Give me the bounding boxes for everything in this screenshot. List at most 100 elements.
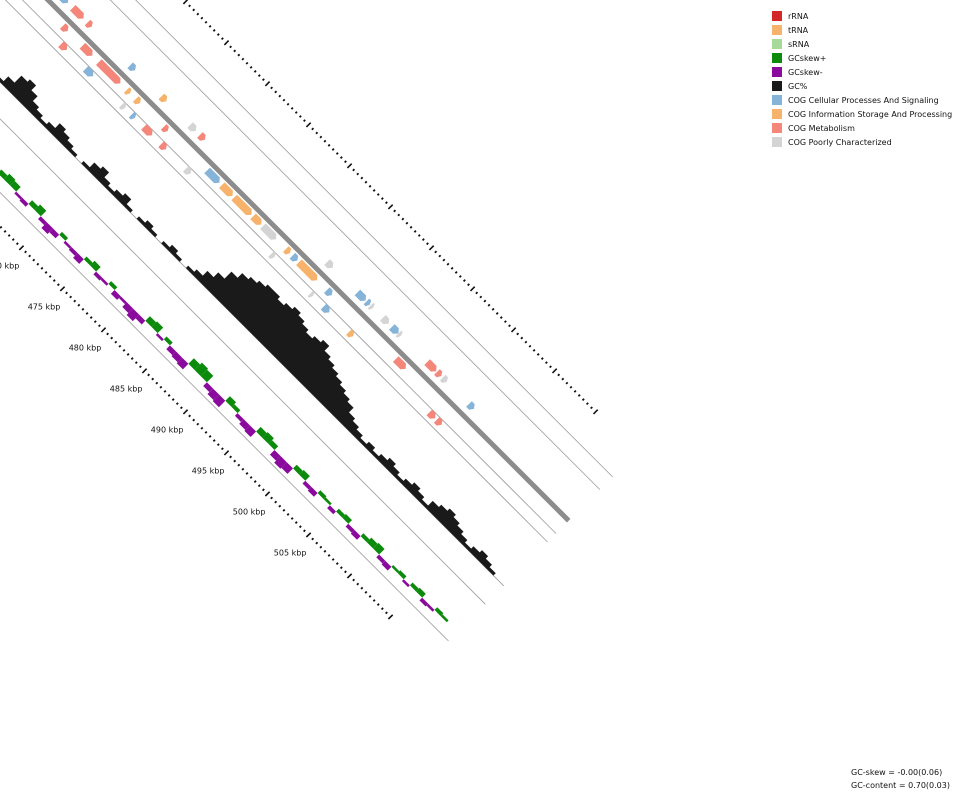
kbp-label: 485 kbp <box>110 385 143 394</box>
gene-feature <box>187 122 197 132</box>
gc-skew-bar <box>419 597 429 607</box>
major-tick <box>387 204 394 210</box>
minor-tick <box>303 529 306 533</box>
gene-feature <box>79 42 93 56</box>
major-tick <box>100 327 107 333</box>
gc-skew-bar <box>155 333 164 342</box>
minor-tick <box>450 266 454 270</box>
minor-tick <box>569 385 573 389</box>
minor-tick <box>167 394 171 397</box>
minor-tick <box>216 33 220 36</box>
minor-tick <box>426 242 429 246</box>
minor-tick <box>200 426 204 430</box>
minor-tick <box>229 455 233 459</box>
gene-feature <box>260 223 277 240</box>
gc-skew-bar <box>49 228 60 239</box>
minor-tick <box>216 443 220 447</box>
minor-tick <box>368 184 372 188</box>
guide-line <box>109 0 601 490</box>
minor-tick <box>48 275 52 278</box>
gene-feature <box>367 302 375 310</box>
gc-skew-bar <box>317 490 327 500</box>
minor-tick <box>200 16 204 20</box>
gc-skew-bar <box>188 358 201 370</box>
gc-stats: GC-skew = -0.00(0.06) GC-content = 0.70(… <box>851 766 950 792</box>
kbp-label: 505 kbp <box>274 549 307 558</box>
minor-tick <box>163 389 167 393</box>
minor-tick <box>409 225 413 229</box>
legend-item-trna: tRNA <box>772 23 952 37</box>
minor-tick <box>192 418 196 422</box>
minor-tick <box>315 541 319 545</box>
gc-skew-bar <box>59 231 69 241</box>
minor-tick <box>24 250 27 254</box>
minor-tick <box>372 188 376 192</box>
legend-label: tRNA <box>788 25 809 35</box>
minor-tick <box>85 311 89 315</box>
gc-skew-bar <box>391 565 400 573</box>
minor-tick <box>77 303 81 307</box>
legend-item-gcskew-plus: GCskew+ <box>772 51 952 65</box>
minor-tick <box>385 201 388 205</box>
minor-tick <box>290 106 294 110</box>
gene-feature <box>392 356 406 370</box>
gene-feature <box>219 182 233 197</box>
gc-skew-bar <box>90 260 101 272</box>
gc-skew-bar <box>19 197 29 207</box>
minor-tick <box>97 324 101 328</box>
minor-tick <box>114 340 118 344</box>
gene-feature <box>132 96 141 105</box>
gc-skew-stat: GC-skew = -0.00(0.06) <box>851 768 943 777</box>
gene-feature <box>141 124 153 136</box>
minor-tick <box>331 558 335 561</box>
gene-feature <box>434 369 443 378</box>
minor-tick <box>175 402 179 406</box>
gene-feature <box>296 259 318 281</box>
minor-tick <box>179 406 183 410</box>
gc-skew-bar <box>166 345 177 356</box>
major-tick <box>305 532 312 538</box>
gc-skew-bar <box>244 425 257 437</box>
gc-skew-bar <box>225 396 237 407</box>
gc-content-track <box>0 75 496 576</box>
minor-tick <box>401 217 405 221</box>
gene-feature <box>426 409 436 419</box>
gc-skew-bar <box>342 514 352 524</box>
minor-tick <box>413 229 417 233</box>
gene-feature <box>128 111 137 120</box>
minor-tick <box>339 566 343 570</box>
minor-tick <box>118 344 122 348</box>
minor-tick <box>28 254 32 258</box>
gene-feature <box>466 401 475 410</box>
legend-label: COG Cellular Processes And Signaling <box>788 95 939 105</box>
legend-swatch <box>772 137 782 147</box>
minor-tick <box>577 394 581 397</box>
gene-feature <box>380 315 390 325</box>
minor-tick <box>581 398 585 401</box>
minor-tick <box>364 590 368 594</box>
minor-tick <box>282 98 286 102</box>
gene-feature <box>182 166 192 175</box>
minor-tick <box>311 127 315 131</box>
minor-tick <box>446 262 450 266</box>
gc-skew-bar <box>83 256 93 266</box>
minor-tick <box>352 578 356 582</box>
gc-skew-bar <box>171 351 183 363</box>
major-tick <box>264 491 271 497</box>
minor-tick <box>319 135 323 139</box>
legend-item-cog-information: COG Information Storage And Processing <box>772 107 952 121</box>
legend: rRNA tRNA sRNA GCskew+ GCskew- GC% COG C… <box>772 9 952 149</box>
minor-tick <box>290 517 294 520</box>
gc-skew-bar <box>269 450 281 461</box>
legend-label: GC% <box>788 81 808 91</box>
minor-tick <box>323 549 327 553</box>
legend-swatch <box>772 81 782 91</box>
minor-tick <box>229 45 233 49</box>
gene-feature <box>433 417 443 426</box>
gene-feature <box>204 167 220 184</box>
minor-tick <box>516 332 520 336</box>
gene-feature <box>70 5 84 19</box>
minor-tick <box>364 180 368 184</box>
legend-label: GCskew- <box>788 67 823 77</box>
major-tick <box>551 368 558 374</box>
